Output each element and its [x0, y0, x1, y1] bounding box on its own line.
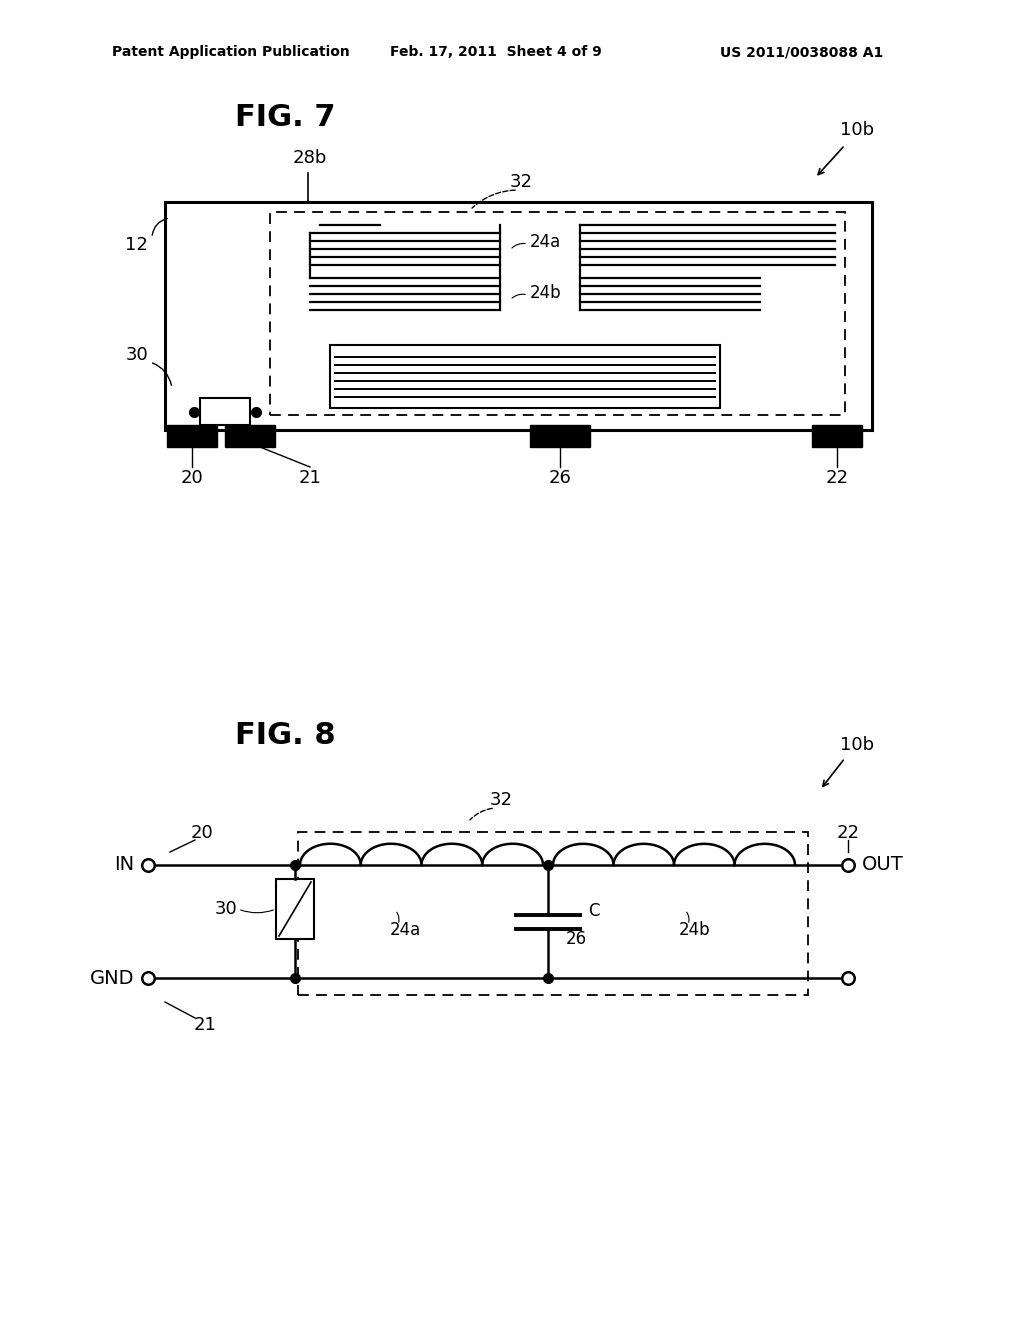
Text: 26: 26 [549, 469, 571, 487]
Bar [165, 202, 872, 430]
Text: 22: 22 [825, 469, 849, 487]
Text: 10b: 10b [840, 737, 874, 754]
Text: Patent Application Publication: Patent Application Publication [112, 45, 350, 59]
Text: 12: 12 [125, 236, 148, 253]
Text: 24b: 24b [679, 921, 711, 939]
Text: 30: 30 [125, 346, 148, 364]
Text: Feb. 17, 2011  Sheet 4 of 9: Feb. 17, 2011 Sheet 4 of 9 [390, 45, 602, 59]
Text: OUT: OUT [862, 855, 904, 874]
Text: 26: 26 [566, 931, 587, 948]
Text: 30: 30 [214, 900, 237, 917]
Text: 24b: 24b [530, 284, 561, 302]
Bar [200, 399, 250, 425]
Text: IN: IN [114, 855, 134, 874]
Bar [298, 832, 808, 995]
Bar [225, 425, 275, 447]
Text: 20: 20 [190, 824, 213, 842]
Text: 24a: 24a [530, 234, 561, 251]
Bar [270, 213, 845, 414]
Bar [167, 425, 217, 447]
Text: FIG. 7: FIG. 7 [234, 103, 336, 132]
Bar [276, 879, 314, 939]
Text: 28b: 28b [293, 149, 328, 168]
Text: FIG. 8: FIG. 8 [234, 721, 336, 750]
Text: 21: 21 [194, 1016, 216, 1034]
Text: 10b: 10b [840, 121, 874, 139]
Bar [812, 425, 862, 447]
Text: US 2011/0038088 A1: US 2011/0038088 A1 [720, 45, 884, 59]
Bar [330, 345, 720, 408]
Text: 32: 32 [510, 173, 534, 191]
Text: GND: GND [89, 969, 134, 987]
Text: 21: 21 [299, 469, 322, 487]
Bar [530, 425, 590, 447]
Text: C: C [588, 902, 599, 920]
Text: 20: 20 [180, 469, 204, 487]
Text: 24a: 24a [389, 921, 421, 939]
Text: 32: 32 [490, 791, 513, 809]
Text: 22: 22 [837, 824, 859, 842]
